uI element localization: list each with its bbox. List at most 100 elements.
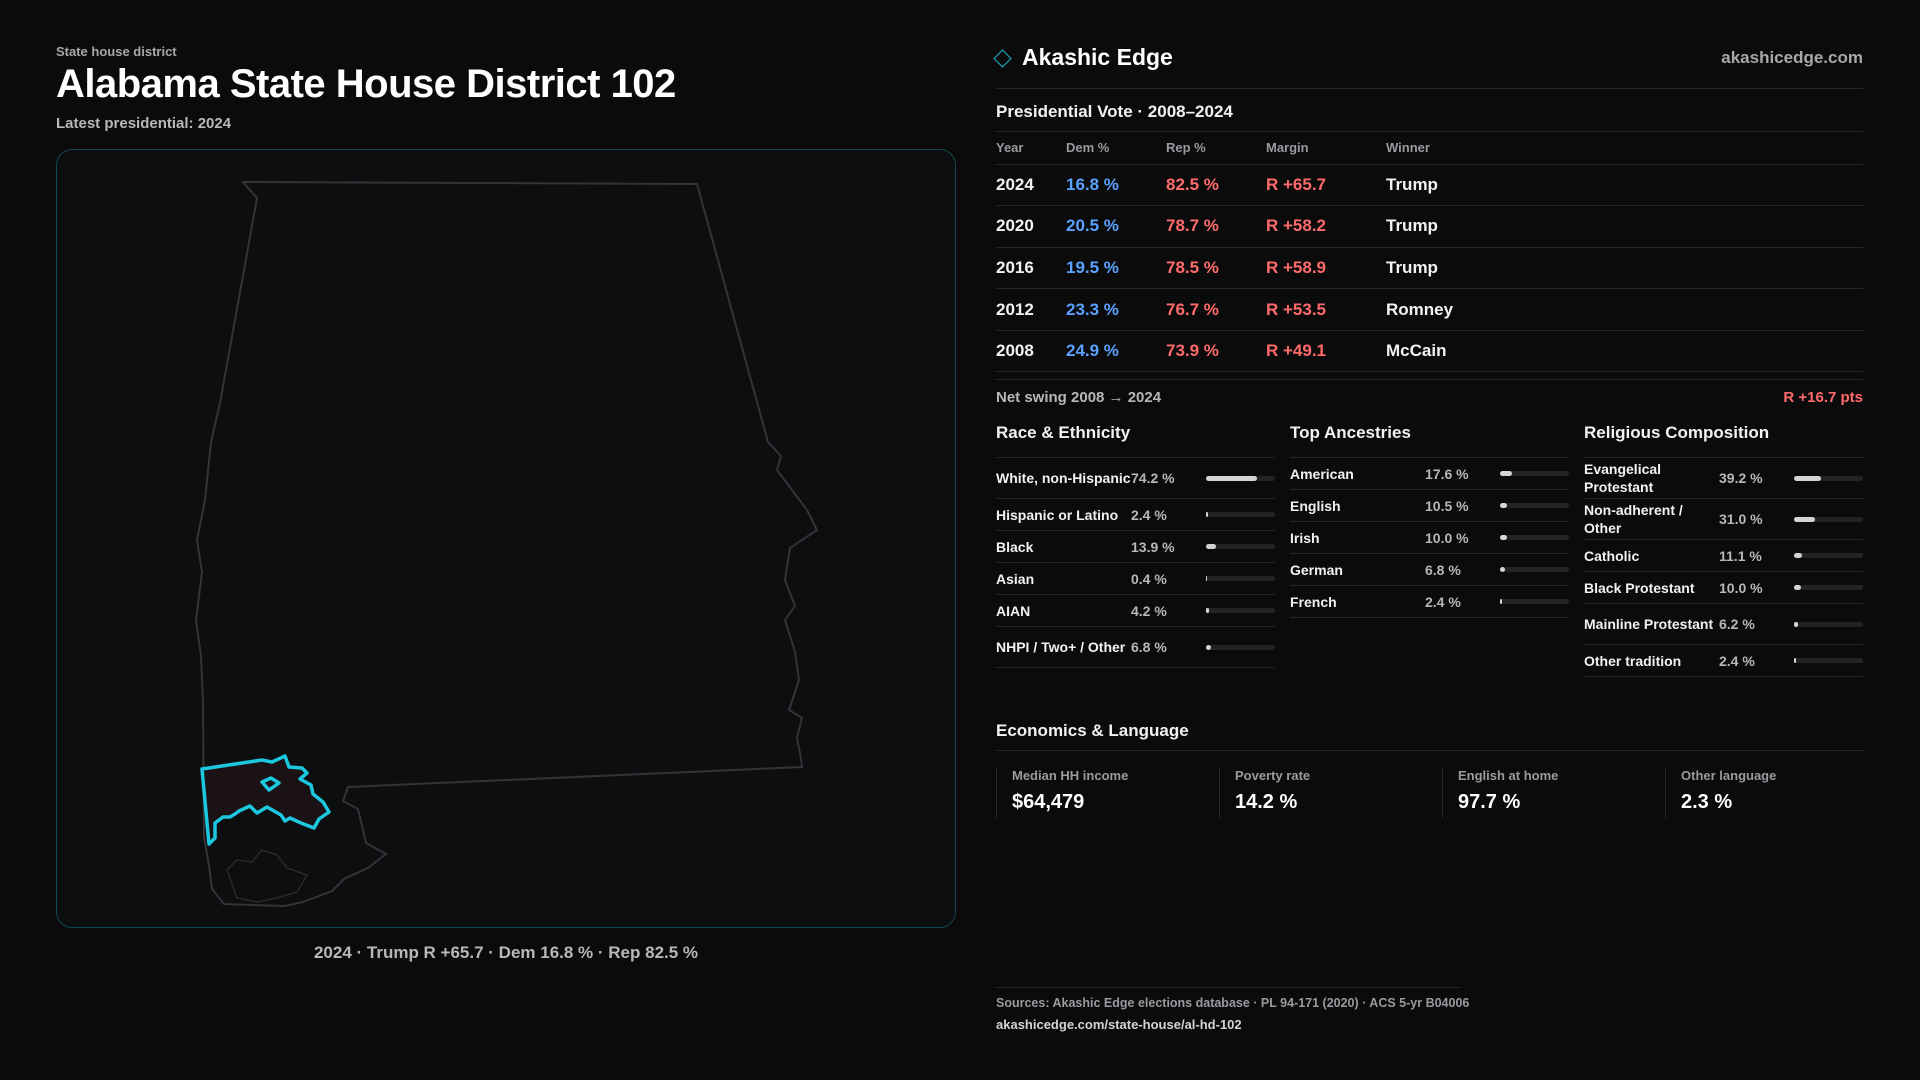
- item-bar-fill: [1206, 576, 1208, 581]
- item-bar: [1206, 475, 1275, 481]
- brand-site-link[interactable]: akashicedge.com: [1721, 48, 1863, 67]
- list-item: Catholic 11.1 %: [1584, 539, 1863, 571]
- dem-cell: 23.3 %: [1066, 288, 1166, 331]
- column-header-rep: Rep %: [1166, 131, 1266, 165]
- item-label: Other tradition: [1584, 652, 1682, 669]
- ancestry-section-title: Top Ancestries: [1290, 423, 1411, 442]
- table-row: 2012 23.3 % 76.7 % R +53.5 Romney: [996, 288, 1863, 331]
- item-label: Mainline Protestant: [1584, 616, 1714, 632]
- year-cell: 2020: [996, 205, 1066, 248]
- list-item: NHPI / Two+ / Other 6.8 %: [996, 626, 1275, 667]
- item-bar-fill: [1500, 503, 1508, 508]
- item-bar-fill: [1794, 516, 1816, 522]
- rep-cell: 78.7 %: [1166, 205, 1266, 248]
- item-label: Black Protestant: [1584, 579, 1695, 596]
- item-pct: 13.9 %: [1131, 538, 1175, 555]
- column-header-dem: Dem %: [1066, 131, 1166, 165]
- page-title: Alabama State House District 102: [56, 62, 676, 106]
- item-pct: 2.4 %: [1719, 652, 1755, 669]
- item-bar-fill: [1794, 658, 1796, 663]
- item-pct: 31.0 %: [1719, 511, 1763, 527]
- item-bar: [1206, 544, 1275, 549]
- margin-cell: R +65.7: [1266, 164, 1386, 207]
- column-header-winner: Winner: [1386, 131, 1863, 165]
- sources-note: Sources: Akashic Edge elections database…: [996, 996, 1470, 1010]
- district-tail: [226, 849, 309, 903]
- econ-value: 2.3 %: [1681, 791, 1733, 813]
- margin-cell: R +53.5: [1266, 288, 1386, 331]
- brand-name: Akashic Edge: [1022, 44, 1173, 70]
- winner-cell: Romney: [1386, 288, 1863, 331]
- econ-card-english: English at home 97.7 %: [1442, 768, 1558, 818]
- item-bar: [1206, 608, 1275, 613]
- winner-cell: McCain: [1386, 330, 1863, 373]
- table-header-row: Year Dem % Rep % Margin Winner: [996, 131, 1863, 165]
- source-url-link[interactable]: akashicedge.com/state-house/al-hd-102: [996, 1017, 1242, 1032]
- economics-section-title: Economics & Language: [996, 721, 1189, 740]
- item-label: Asian: [996, 570, 1035, 587]
- list-item: Irish 10.0 %: [1290, 521, 1569, 553]
- margin-cell: R +58.9: [1266, 247, 1386, 290]
- item-label: Non-adherent / Other: [1584, 502, 1683, 536]
- dem-cell: 19.5 %: [1066, 247, 1166, 290]
- list-item: Non-adherent / Other 31.0 %: [1584, 498, 1863, 539]
- item-bar-fill: [1206, 544, 1216, 549]
- item-bar-fill: [1794, 621, 1799, 627]
- econ-label: Other language: [1681, 768, 1777, 783]
- votes-section-title: Presidential Vote · 2008–2024: [996, 102, 1233, 121]
- item-label: French: [1290, 593, 1337, 610]
- dem-cell: 16.8 %: [1066, 164, 1166, 207]
- item-pct: 74.2 %: [1131, 470, 1175, 486]
- econ-card-income: Median HH income $64,479: [996, 768, 1128, 818]
- item-bar: [1500, 599, 1569, 604]
- item-bar: [1794, 621, 1863, 627]
- column-header-margin: Margin: [1266, 131, 1386, 165]
- list-item: American 17.6 %: [1290, 457, 1569, 489]
- item-label: NHPI / Two+ / Other: [996, 639, 1126, 655]
- district-map[interactable]: [56, 149, 956, 928]
- item-pct: 2.4 %: [1425, 593, 1461, 610]
- map-caption: 2024 · Trump R +65.7 · Dem 16.8 % · Rep …: [313, 943, 699, 962]
- item-pct: 2.4 %: [1131, 506, 1167, 523]
- rep-cell: 76.7 %: [1166, 288, 1266, 331]
- list-item: German 6.8 %: [1290, 553, 1569, 585]
- list-item: Mainline Protestant 6.2 %: [1584, 603, 1863, 644]
- rep-cell: 73.9 %: [1166, 330, 1266, 373]
- net-swing-value: R +16.7 pts: [1783, 389, 1863, 406]
- list-item: French 2.4 %: [1290, 585, 1569, 617]
- margin-cell: R +58.2: [1266, 205, 1386, 248]
- item-bar: [1500, 535, 1569, 540]
- religion-section-title: Religious Composition: [1584, 423, 1770, 442]
- column-header-year: Year: [996, 131, 1066, 165]
- list-item: White, non-Hispanic 74.2 %: [996, 457, 1275, 498]
- race-section-title: Race & Ethnicity: [996, 423, 1131, 442]
- item-bar-fill: [1500, 471, 1513, 476]
- ancestry-list: American 17.6 % English 10.5 % Irish 10.0 %…: [1290, 457, 1569, 618]
- item-label: American: [1290, 465, 1354, 482]
- list-item: Asian 0.4 %: [996, 562, 1275, 594]
- winner-cell: Trump: [1386, 205, 1863, 248]
- district-102-shape[interactable]: [200, 754, 331, 846]
- item-label: German: [1290, 561, 1343, 578]
- item-label: Catholic: [1584, 547, 1640, 564]
- dem-cell: 20.5 %: [1066, 205, 1166, 248]
- item-bar-fill: [1794, 475, 1822, 481]
- item-pct: 6.8 %: [1131, 639, 1167, 655]
- page-subtitle: Latest presidential: 2024: [56, 115, 232, 132]
- list-item: Black Protestant 10.0 %: [1584, 571, 1863, 603]
- list-item: Black 13.9 %: [996, 530, 1275, 562]
- year-cell: 2016: [996, 247, 1066, 290]
- item-label: Hispanic or Latino: [996, 506, 1119, 523]
- list-item: AIAN 4.2 %: [996, 594, 1275, 626]
- table-row: 2016 19.5 % 78.5 % R +58.9 Trump: [996, 247, 1863, 290]
- econ-value: $64,479: [1012, 791, 1085, 813]
- diamond-icon: [993, 49, 1012, 68]
- table-row: 2020 20.5 % 78.7 % R +58.2 Trump: [996, 205, 1863, 248]
- dem-cell: 24.9 %: [1066, 330, 1166, 373]
- item-pct: 0.4 %: [1131, 570, 1167, 587]
- year-cell: 2012: [996, 288, 1066, 331]
- item-pct: 10.0 %: [1425, 529, 1469, 546]
- item-bar-fill: [1206, 512, 1208, 517]
- item-bar-fill: [1794, 585, 1801, 590]
- item-pct: 4.2 %: [1131, 602, 1167, 619]
